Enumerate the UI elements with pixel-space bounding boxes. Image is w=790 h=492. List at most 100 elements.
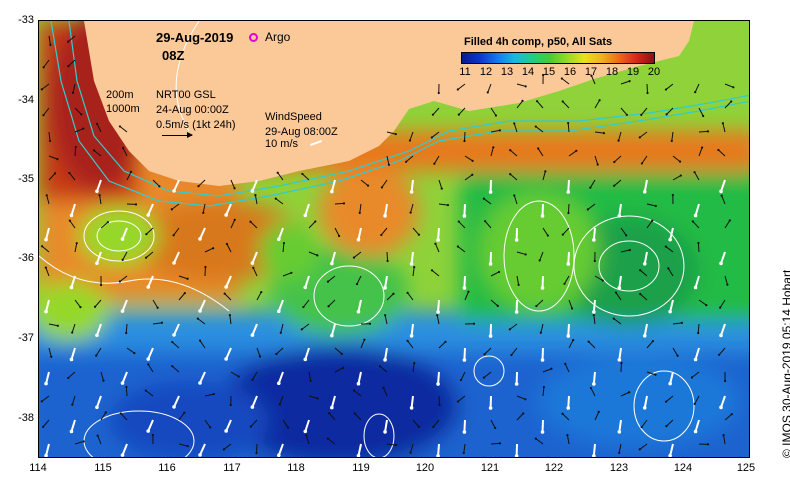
vector-head [514, 454, 519, 457]
vector-head [560, 77, 563, 80]
vector-head [212, 247, 215, 250]
wind-vector [694, 419, 700, 432]
vector-head [405, 160, 408, 163]
x-tick-label: 118 [287, 462, 305, 474]
wind-vector [463, 419, 466, 433]
vector-head [521, 99, 524, 103]
current-vector [672, 347, 679, 356]
wind-vector [410, 179, 414, 193]
vector-head [462, 286, 467, 290]
vector-head [561, 412, 564, 415]
vector-head [45, 194, 48, 197]
current-vector [230, 179, 236, 189]
map-date: 29-Aug-2019 [156, 30, 234, 45]
vector-head [408, 139, 412, 142]
wind-vector [304, 203, 310, 216]
vector-field [40, 35, 735, 457]
vector-head [251, 378, 254, 381]
current-vector [432, 107, 440, 116]
current-vector [464, 174, 473, 181]
vector-head [691, 220, 694, 223]
vector-head [44, 237, 48, 242]
vector-head [728, 219, 731, 222]
vector-head [417, 425, 420, 428]
current-vector [386, 293, 394, 301]
vector-head [330, 333, 334, 338]
current-vector [173, 227, 180, 236]
current-vector [381, 179, 388, 188]
vector-head [171, 340, 174, 344]
current-vector [640, 107, 648, 116]
wind-vector [45, 443, 50, 456]
current-vector [615, 292, 622, 301]
vector-head [488, 334, 493, 338]
wind-vector [95, 395, 102, 408]
x-tick-label: 121 [480, 462, 500, 474]
vector-head [665, 113, 668, 116]
y-tick-label: -38 [18, 412, 34, 424]
current-vector [718, 347, 726, 356]
vector-head [642, 261, 647, 266]
vector-head [567, 211, 570, 215]
current-vector [438, 341, 446, 349]
vector-head [93, 305, 97, 308]
current-vector [483, 371, 492, 379]
vector-head [183, 292, 186, 295]
current-scale-arrow-icon [162, 132, 193, 138]
x-tick-label: 120 [415, 462, 435, 474]
current-vector [380, 227, 388, 236]
vector-head [309, 379, 312, 382]
vector-head [305, 434, 308, 437]
vector-head [719, 261, 723, 266]
vector-head [524, 85, 527, 88]
vector-head [446, 203, 450, 207]
current-vector [665, 395, 674, 403]
vector-head [438, 403, 441, 407]
current-vector [666, 419, 674, 427]
current-vector [145, 251, 154, 259]
wind-vector [437, 371, 440, 385]
vector-head [706, 130, 710, 133]
current-vector [45, 267, 50, 277]
current-vector [566, 435, 570, 445]
vector-head [664, 245, 667, 248]
current-vector [593, 315, 596, 325]
current-vector [100, 412, 107, 421]
current-vector [641, 419, 648, 428]
vector-head [160, 321, 164, 324]
current-vector [48, 35, 51, 45]
vector-head [676, 354, 679, 357]
vector-head [326, 437, 329, 440]
current-vector [327, 275, 336, 282]
wind-vector [694, 275, 700, 288]
vector-head [693, 429, 698, 434]
current-vector [334, 347, 343, 355]
current-vector [665, 83, 674, 90]
current-vector [354, 413, 362, 421]
y-tick-label: -35 [18, 173, 34, 185]
vector-head [437, 91, 440, 95]
current-vector [487, 83, 492, 93]
vector-head [693, 285, 698, 290]
vector-head [249, 220, 252, 223]
current-vector [100, 371, 104, 381]
vector-head [620, 361, 623, 365]
vector-head [550, 367, 553, 370]
vector-head [258, 355, 262, 358]
x-tick-label: 124 [673, 462, 693, 474]
vector-head [693, 171, 696, 174]
current-vector [68, 59, 76, 67]
vector-head [44, 453, 48, 457]
vector-head [564, 362, 567, 365]
vector-head [99, 283, 103, 287]
current-vector [327, 438, 336, 445]
current-vector [226, 243, 232, 253]
vector-head [488, 406, 493, 410]
sst-field [39, 21, 749, 457]
colorbar-tick: 20 [647, 66, 661, 78]
vector-head [596, 163, 599, 166]
x-tick-label: 116 [158, 462, 176, 474]
vector-head [693, 357, 698, 362]
current-vector [178, 412, 185, 421]
current-vector [301, 323, 310, 330]
